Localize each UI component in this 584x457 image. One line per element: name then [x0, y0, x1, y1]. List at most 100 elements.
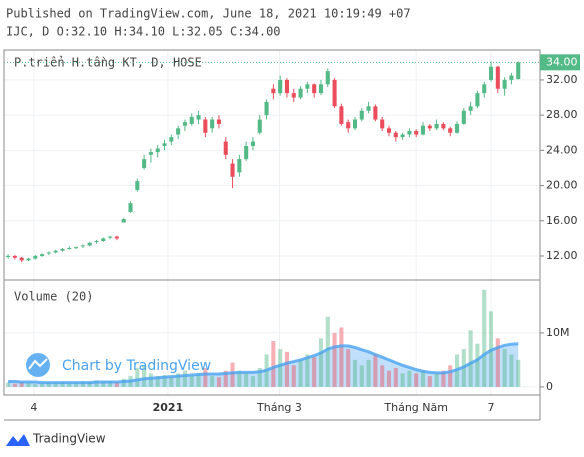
- candle-body: [352, 119, 358, 129]
- volume-bar: [271, 341, 276, 387]
- volume-bar: [414, 373, 419, 387]
- volume-bar: [74, 382, 79, 387]
- volume-bar: [257, 368, 262, 387]
- volume-bar: [475, 343, 480, 387]
- volume-bar: [386, 370, 392, 387]
- candle-body: [284, 79, 290, 94]
- volume-bar: [210, 376, 215, 387]
- candle-body: [74, 247, 79, 249]
- candle-body: [40, 254, 45, 256]
- candle-body: [298, 88, 303, 98]
- volume-bar: [400, 373, 405, 387]
- volume-bar: [19, 382, 24, 387]
- candle-body: [339, 106, 344, 124]
- candle-body: [427, 125, 432, 129]
- candle-body: [216, 119, 221, 124]
- volume-bar: [182, 370, 187, 387]
- volume-bar: [427, 376, 432, 387]
- y-tick-label: 12.00: [546, 249, 578, 262]
- x-tick-label: Tháng 3: [256, 401, 302, 414]
- brand-icon: [6, 434, 30, 446]
- candle-body: [114, 236, 119, 239]
- volume-bar: [142, 365, 147, 387]
- candle-body: [441, 123, 446, 129]
- volume-bar: [434, 373, 439, 387]
- volume-bar: [373, 354, 378, 387]
- candle-body: [373, 106, 378, 120]
- volume-bar: [284, 351, 290, 387]
- candle-body: [502, 79, 507, 89]
- last-price-label: 34.00: [546, 55, 578, 68]
- volume-bar: [393, 368, 398, 387]
- candle-body: [482, 84, 487, 94]
- volume-label: Volume (20): [14, 290, 93, 304]
- candle-body: [26, 258, 31, 261]
- volume-bar: [359, 365, 364, 387]
- candle-body: [386, 128, 392, 133]
- candle-body: [257, 119, 262, 133]
- candle-body: [67, 248, 72, 250]
- volume-bar: [366, 359, 371, 387]
- volume-bar: [509, 354, 514, 387]
- candle-body: [210, 119, 215, 129]
- volume-bar: [40, 383, 45, 387]
- candle-body: [495, 66, 500, 89]
- candle-body: [142, 159, 147, 168]
- candle-body: [325, 71, 330, 85]
- y-tick-label: 10M: [546, 326, 570, 339]
- grid: [4, 50, 540, 395]
- volume-bar: [53, 383, 58, 387]
- volume-bar: [380, 365, 385, 387]
- candle-body: [53, 250, 58, 253]
- volume-bar: [230, 362, 235, 387]
- candle-body: [169, 137, 174, 142]
- candle-body: [162, 143, 167, 146]
- candle-body: [19, 257, 24, 261]
- volume-bar: [26, 383, 31, 387]
- candle-body: [278, 79, 283, 94]
- volume-bar: [318, 338, 324, 387]
- candle-body: [312, 84, 317, 94]
- candle-body: [196, 115, 201, 120]
- volume-layer: [6, 289, 521, 387]
- candle-body: [87, 242, 92, 246]
- candle-body: [6, 255, 11, 257]
- candle-body: [244, 145, 249, 160]
- candle-body: [94, 241, 99, 243]
- volume-bar: [407, 370, 412, 387]
- candle-body: [223, 141, 228, 155]
- x-tick-label: Tháng Năm: [383, 401, 448, 414]
- candle-body: [380, 119, 385, 129]
- candle-body: [414, 130, 419, 135]
- y-tick-label: 0: [546, 380, 553, 393]
- volume-bar: [176, 373, 181, 387]
- candle-body: [488, 66, 494, 80]
- y-tick-label: 20.00: [546, 179, 578, 192]
- candle-body: [291, 93, 296, 98]
- y-tick-label: 32.00: [546, 73, 578, 86]
- volume-bar: [114, 382, 119, 387]
- candle-body: [80, 245, 85, 247]
- volume-bar: [80, 381, 85, 387]
- volume-bar: [237, 370, 242, 387]
- candle-body: [475, 93, 480, 107]
- published-line: Published on TradingView.com, June 18, 2…: [6, 7, 411, 21]
- volume-bar: [155, 376, 160, 387]
- volume-bar: [223, 370, 228, 387]
- volume-bar: [448, 365, 453, 387]
- volume-bar: [6, 382, 11, 387]
- candle-body: [60, 248, 65, 251]
- volume-bar: [441, 370, 446, 387]
- candle-body: [454, 123, 460, 133]
- candle-body: [148, 152, 153, 155]
- candle-body: [393, 132, 398, 138]
- volume-bar: [87, 382, 92, 387]
- volume-bar: [46, 382, 51, 387]
- volume-bar: [196, 373, 201, 387]
- candle-body: [461, 110, 466, 124]
- candle-body: [271, 88, 276, 94]
- volume-bar: [305, 354, 310, 387]
- candle-body: [420, 125, 426, 135]
